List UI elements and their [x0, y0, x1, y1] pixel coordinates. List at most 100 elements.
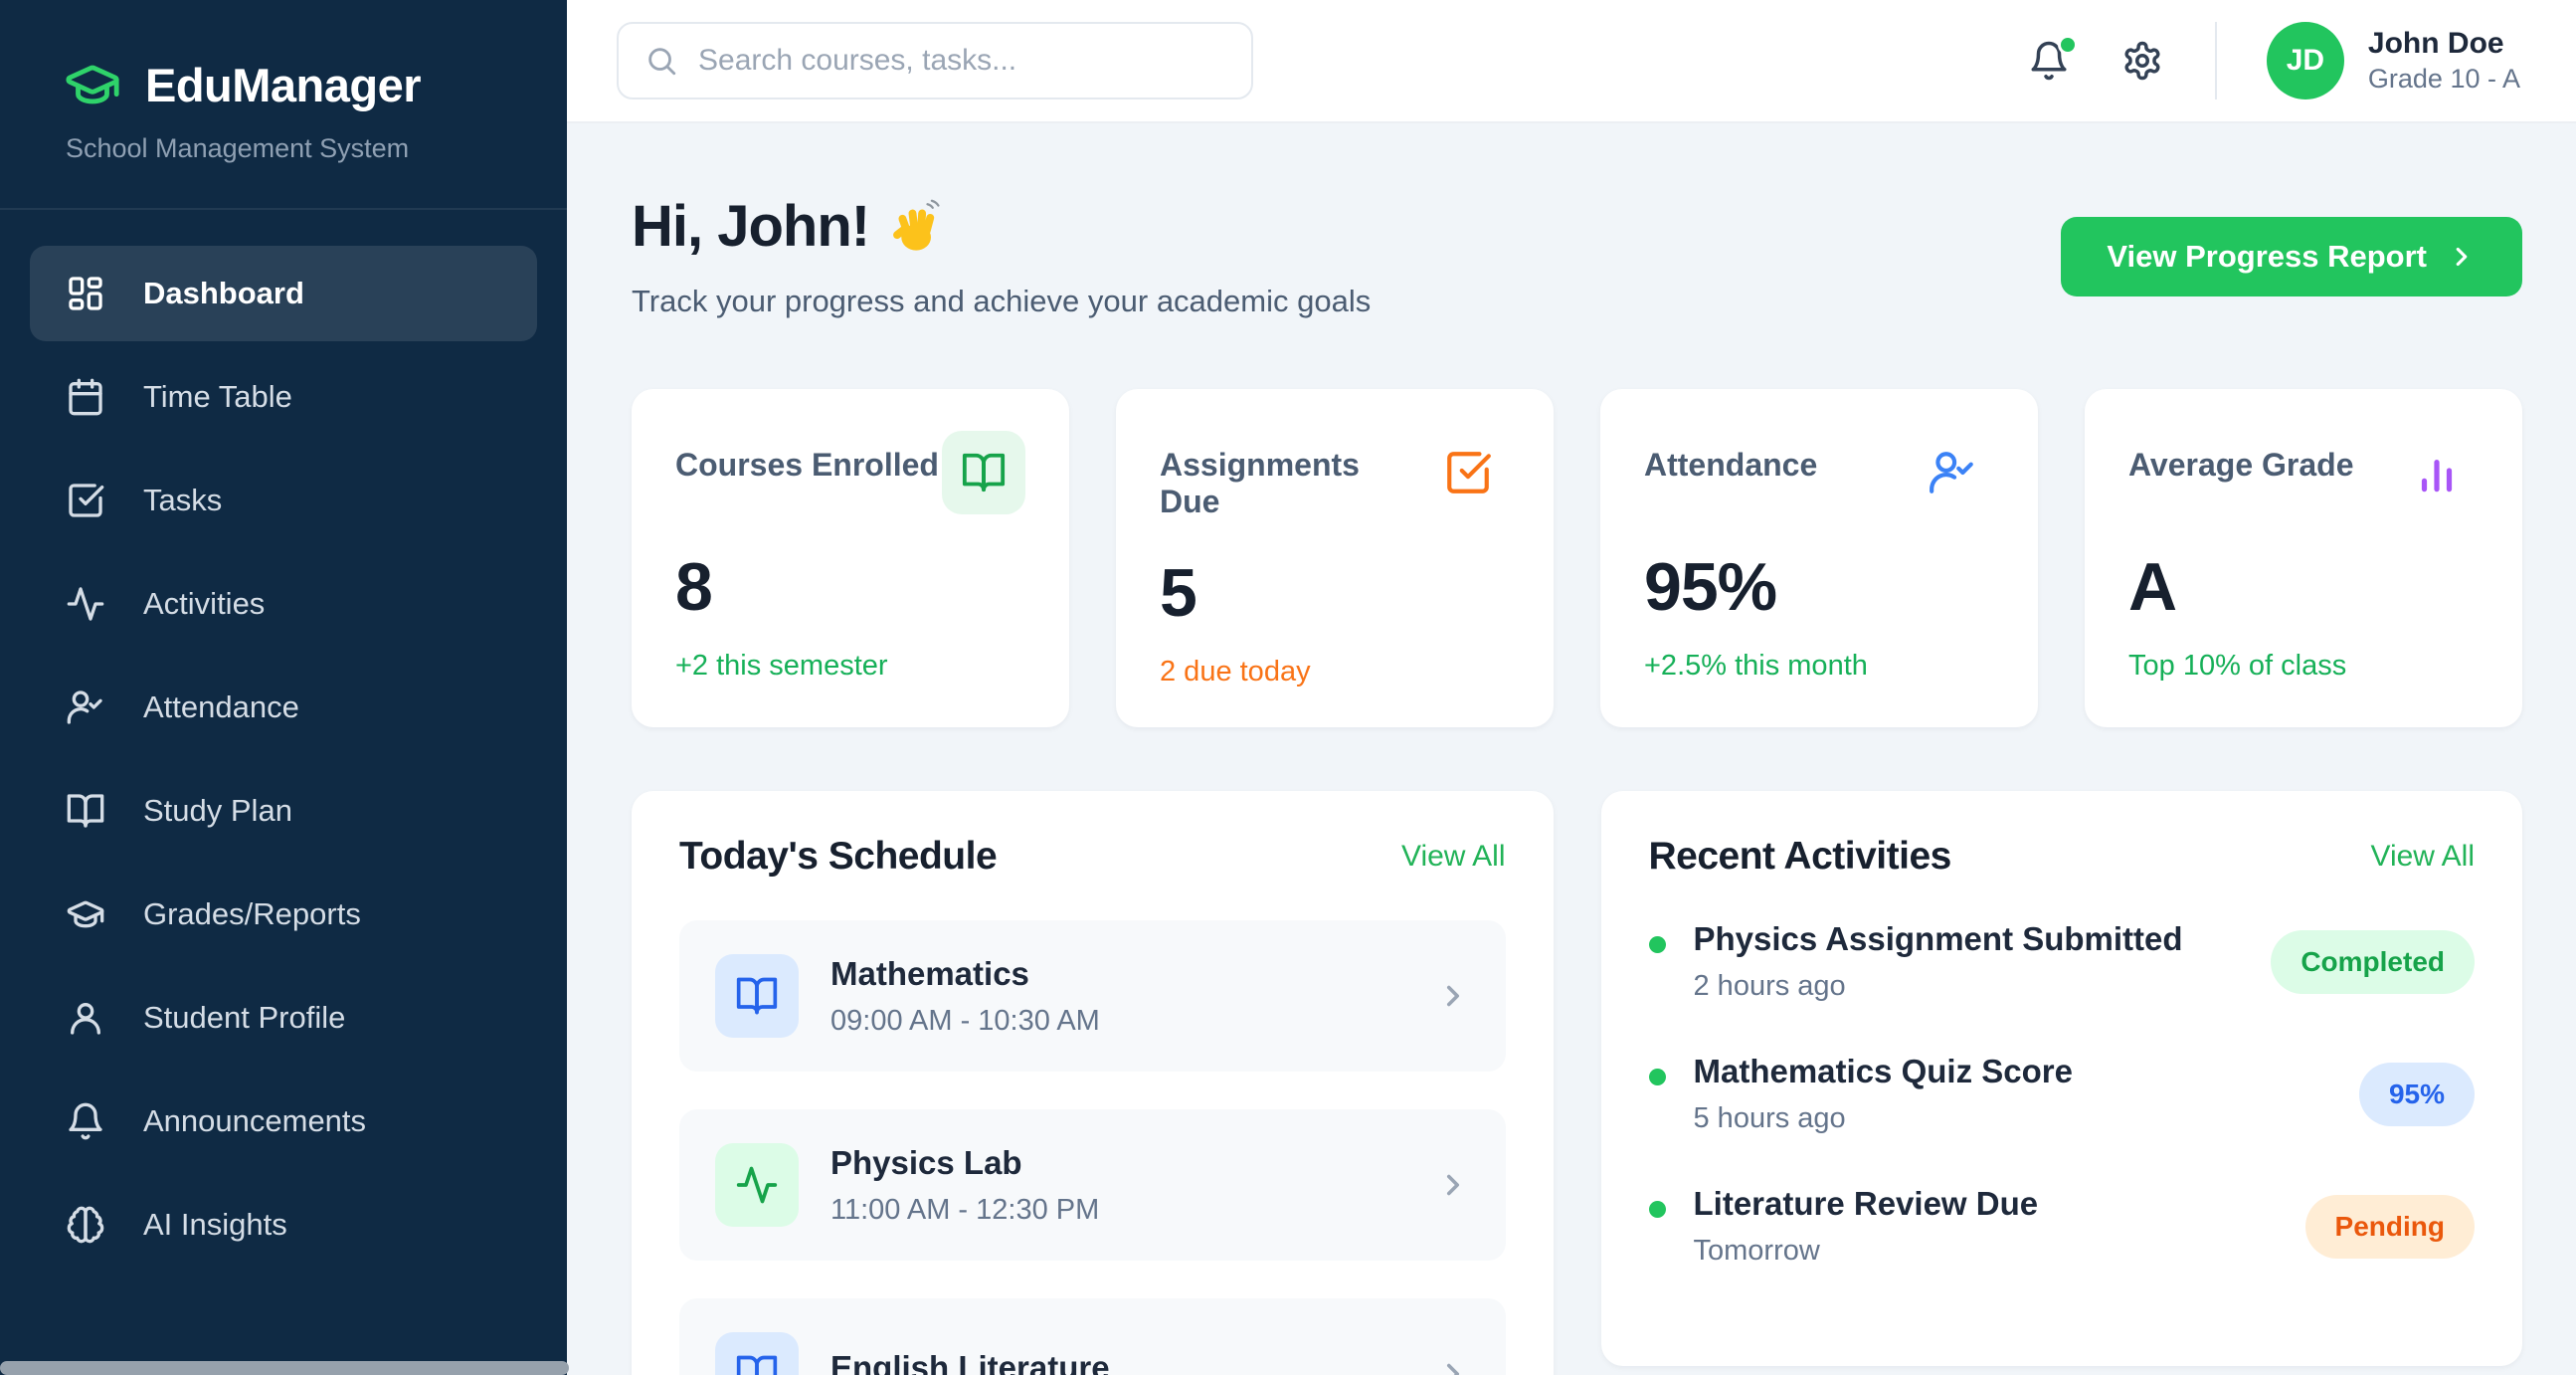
check-square-icon [66, 481, 105, 520]
user-check-icon [1928, 448, 1977, 497]
activity-title: Literature Review Due [1693, 1185, 2039, 1222]
bottom-panels: Today's Schedule View All Mathematics 09… [632, 791, 2522, 1375]
subject-time: 09:00 AM - 10:30 AM [830, 1004, 1100, 1037]
greeting-heading: Hi, John! [632, 193, 1371, 260]
schedule-item-physics-lab[interactable]: Physics Lab 11:00 AM - 12:30 PM [679, 1109, 1506, 1261]
stat-value: A [2128, 549, 2177, 625]
stat-icon-box [1427, 431, 1510, 514]
settings-button[interactable] [2121, 39, 2165, 83]
book-open-icon [961, 450, 1007, 495]
sidebar-item-label: Announcements [143, 1103, 367, 1138]
stat-value: 5 [1160, 555, 1197, 631]
brain-icon [66, 1205, 105, 1245]
sidebar-item-time-table[interactable]: Time Table [30, 349, 537, 445]
activity-time: Tomorrow [1693, 1235, 1820, 1267]
schedule-item-english-literature[interactable]: English Literature [679, 1298, 1506, 1375]
activity-item-math-quiz: Mathematics Quiz Score 5 hours ago 95% [1648, 1053, 2475, 1135]
status-badge: 95% [2358, 1062, 2475, 1126]
sidebar-item-student-profile[interactable]: Student Profile [30, 970, 537, 1066]
status-badge: Completed [2271, 929, 2475, 994]
sidebar-item-grades-reports[interactable]: Grades/Reports [30, 867, 537, 962]
activity-dot [1648, 936, 1666, 953]
sidebar-item-attendance[interactable]: Attendance [30, 660, 537, 755]
horizontal-scrollbar-thumb[interactable] [0, 1361, 569, 1375]
activity-item-physics-assignment: Physics Assignment Submitted 2 hours ago… [1648, 920, 2475, 1003]
greeting-text: Hi, John! [632, 194, 870, 259]
notifications-button[interactable] [2028, 35, 2078, 83]
subject-time: 11:00 AM - 12:30 PM [830, 1193, 1100, 1226]
status-badge: Pending [2304, 1194, 2475, 1259]
sidebar-item-activities[interactable]: Activities [30, 556, 537, 652]
view-progress-report-button[interactable]: View Progress Report [2061, 216, 2522, 296]
unread-notification-dot [2057, 35, 2078, 55]
main-area: JD John Doe Grade 10 - A Hi, John! [567, 0, 2576, 1375]
schedule-item-mathematics[interactable]: Mathematics 09:00 AM - 10:30 AM [679, 920, 1506, 1072]
sidebar-item-study-plan[interactable]: Study Plan [30, 763, 537, 859]
activity-icon [735, 1163, 779, 1207]
app-logo: EduManager [30, 56, 537, 113]
dashboard-content: Hi, John! [567, 123, 2576, 1375]
book-open-icon [66, 791, 105, 831]
topbar-separator [2214, 22, 2217, 99]
sidebar: EduManager School Management System Dash… [0, 0, 567, 1375]
chevron-right-icon [1436, 979, 1470, 1013]
stat-sub: 2 due today [1160, 656, 1311, 688]
recent-activities-panel: Recent Activities View All Physics Assig… [1600, 791, 2522, 1366]
layout-dashboard-icon [66, 274, 105, 313]
sidebar-item-label: Study Plan [143, 793, 292, 828]
check-square-icon [1443, 448, 1493, 497]
cta-label: View Progress Report [2107, 238, 2427, 274]
stat-value: 8 [675, 549, 713, 625]
sidebar-item-dashboard[interactable]: Dashboard [30, 246, 537, 341]
schedule-view-all-link[interactable]: View All [1400, 840, 1506, 873]
subject-icon-box [715, 1143, 799, 1227]
user-grade: Grade 10 - A [2367, 63, 2520, 94]
user-check-icon [66, 688, 105, 727]
stat-card-average-grade: Average Grade A Top 10% of class [2085, 389, 2522, 727]
user-menu[interactable]: JD John Doe Grade 10 - A [2266, 22, 2520, 99]
subject-icon-box [715, 1332, 799, 1375]
book-open-icon [735, 974, 779, 1018]
topbar: JD John Doe Grade 10 - A [567, 0, 2576, 123]
activity-dot [1648, 1201, 1666, 1218]
activities-view-all-link[interactable]: View All [2370, 840, 2475, 873]
sidebar-item-label: Grades/Reports [143, 896, 361, 931]
calendar-icon [66, 377, 105, 417]
sidebar-item-announcements[interactable]: Announcements [30, 1074, 537, 1169]
subject-name: Mathematics [830, 954, 1029, 992]
stat-icon-box [1911, 431, 1994, 514]
sidebar-item-tasks[interactable]: Tasks [30, 453, 537, 548]
bell-icon [66, 1101, 105, 1141]
bar-chart-icon [2412, 448, 2462, 497]
app-name: EduManager [145, 58, 422, 111]
sidebar-item-label: Student Profile [143, 1000, 346, 1035]
stat-card-assignments-due: Assignments Due 5 2 due today [1116, 389, 1554, 727]
stat-label: Assignments Due [1160, 447, 1360, 519]
hero-section: Hi, John! [632, 193, 2522, 319]
activity-item-literature-review: Literature Review Due Tomorrow Pending [1648, 1185, 2475, 1268]
activity-dot [1648, 1069, 1666, 1085]
search-input[interactable] [698, 44, 1225, 78]
todays-schedule-panel: Today's Schedule View All Mathematics 09… [632, 791, 1554, 1375]
activity-time: 2 hours ago [1693, 970, 1846, 1002]
graduation-cap-logo-icon [64, 56, 121, 113]
sidebar-item-label: Dashboard [143, 276, 304, 310]
user-icon [66, 998, 105, 1038]
activity-icon [66, 584, 105, 624]
waving-hand-emoji-icon [893, 199, 940, 251]
stat-icon-box [2395, 431, 2479, 514]
hero-subtitle: Track your progress and achieve your aca… [632, 284, 1372, 318]
stat-sub: +2.5% this month [1644, 650, 1868, 682]
activities-title: Recent Activities [1648, 835, 1952, 878]
sidebar-item-label: Attendance [143, 689, 299, 724]
subject-name: English Literature [830, 1349, 1110, 1375]
sidebar-divider [0, 208, 567, 210]
user-info: John Doe Grade 10 - A [2368, 25, 2520, 96]
stat-card-courses-enrolled: Courses Enrolled 8 +2 this semester [632, 389, 1069, 727]
sidebar-item-label: Time Table [143, 379, 292, 414]
sidebar-item-ai-insights[interactable]: AI Insights [30, 1177, 537, 1273]
sidebar-nav: Dashboard Time Table Tasks Activities At… [30, 246, 537, 1273]
graduation-cap-icon [66, 894, 105, 934]
avatar: JD [2266, 22, 2344, 99]
sidebar-item-label: Tasks [143, 483, 223, 517]
